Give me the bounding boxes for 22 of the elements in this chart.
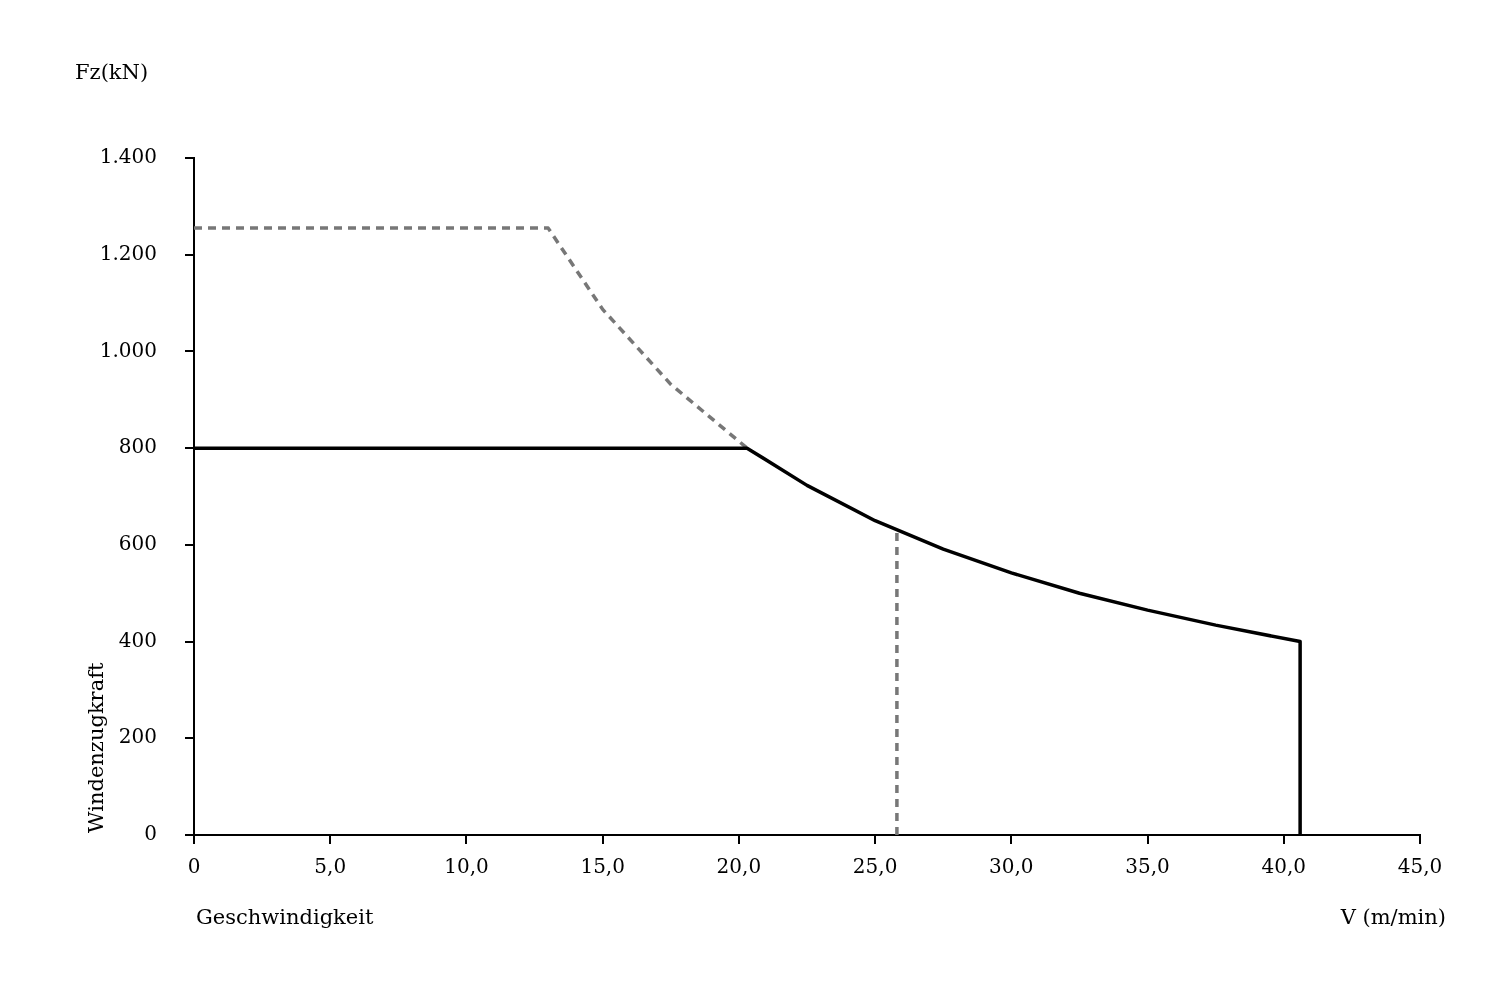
x-tick-label: 40,0: [1261, 854, 1307, 879]
x-tick-label: 45,0: [1397, 854, 1443, 879]
text: Fz(kN): [75, 60, 149, 84]
y-tick-label: 1.400: [99, 144, 157, 169]
x-tick-label: 15,0: [580, 854, 625, 879]
y-tick-label: 800: [118, 434, 157, 459]
y-tick-label: 600: [118, 531, 157, 556]
y-tick-label: 1.200: [99, 240, 157, 265]
y-tick-label: 200: [118, 724, 157, 749]
y-axis-title: Windenzugkraft: [84, 662, 108, 833]
x-tick-label: 30,0: [989, 854, 1034, 879]
y-tick-label: 400: [118, 627, 157, 652]
text: V (m/min): [1340, 905, 1446, 929]
x-tick-label: 20,0: [716, 854, 762, 879]
y-tick-label: 0: [144, 821, 157, 846]
y-tick-label: 1.000: [99, 337, 157, 362]
x-tick-label: 25,0: [852, 854, 898, 879]
x-tick-label: 5,0: [314, 854, 347, 879]
x-tick-label: 0: [187, 854, 201, 879]
x-tick-label: 35,0: [1125, 854, 1170, 879]
x-tick-label: 10,0: [444, 854, 489, 879]
x-axis-title: Geschwindigkeit: [196, 905, 374, 929]
